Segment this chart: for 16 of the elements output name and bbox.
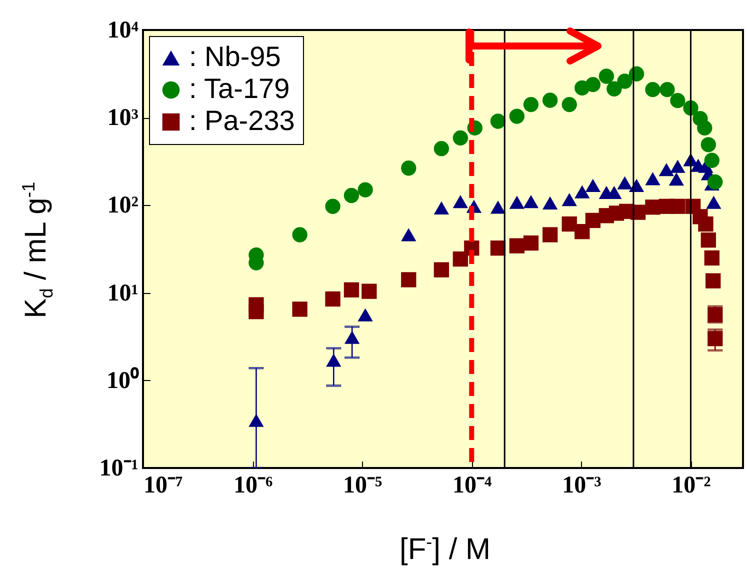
legend-label: : Pa-233 [189,105,295,136]
y-tick-label: 10³ [107,105,138,132]
x-tick-label: 10⁻⁵ [342,472,382,498]
y-tick-label: 10⁻¹ [99,456,138,482]
legend-label: : Ta-179 [189,73,290,104]
x-tick-label: 10⁻⁶ [233,472,273,498]
y-tick-label: 10¹ [107,280,138,306]
x-axis-title: [F$^{-}$] / M [399,532,491,567]
x-tick-label: 10⁻³ [562,472,602,498]
y-tick-label: 10⁴ [107,18,138,44]
legend-label: : Nb-95 [189,41,281,72]
x-tick-label: 10⁻² [672,472,711,498]
y-tick-label: 10⁰ [106,366,140,394]
x-tick-label: 10⁻⁴ [452,472,492,498]
x-tick-label: 10⁻⁷ [144,472,183,498]
y-tick-label: 10² [107,192,138,219]
